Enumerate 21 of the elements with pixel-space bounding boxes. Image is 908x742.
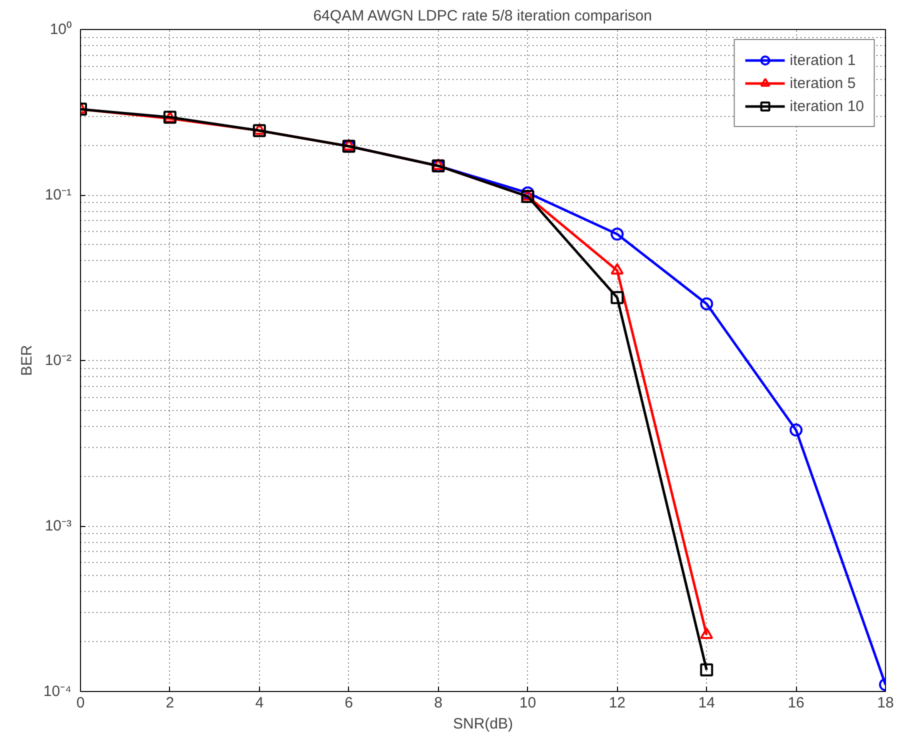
- x-tick-label: 12: [608, 694, 626, 712]
- x-tick-label: 0: [76, 694, 85, 712]
- legend-label: iteration 10: [790, 98, 864, 114]
- y-tick-label: 10⁻²: [44, 352, 72, 369]
- y-tick-label: 10⁰: [50, 21, 72, 38]
- x-tick-label: 6: [344, 694, 354, 712]
- y-tick-label: 10⁻⁴: [43, 683, 72, 700]
- y-tick-label: 10⁻¹: [44, 186, 72, 204]
- y-tick-label: 10⁻³: [44, 518, 72, 534]
- x-tick-label: 18: [877, 694, 894, 712]
- legend-label: iteration 5: [790, 74, 856, 92]
- legend-label: iteration 1: [790, 52, 856, 68]
- x-tick-label: 14: [698, 694, 715, 712]
- x-tick-label: 16: [788, 694, 804, 712]
- x-tick-label: 8: [434, 694, 442, 712]
- x-axis-title: SNR(dB): [452, 716, 514, 732]
- chart-title: 64QAM AWGN LDPC rate 5/8 iteration comparison: [313, 8, 652, 24]
- y-axis-title: BER: [18, 344, 36, 376]
- x-tick-label: 10: [519, 694, 536, 712]
- x-tick-label: 2: [166, 694, 174, 712]
- x-tick-label: 4: [255, 694, 264, 712]
